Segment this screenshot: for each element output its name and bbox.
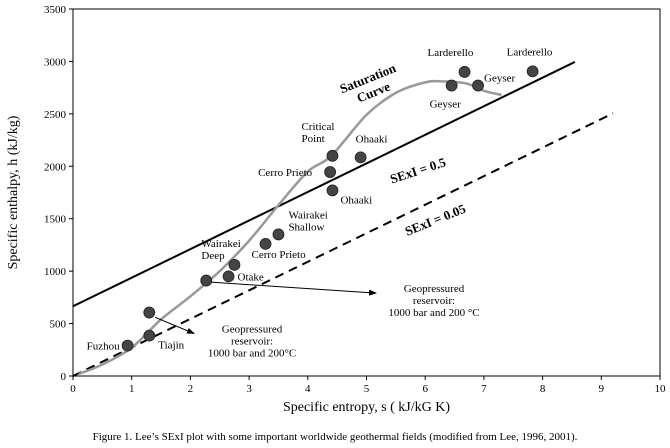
x-tick-label: 2 <box>188 383 194 395</box>
callout-arrow <box>154 316 195 334</box>
callout-annotation: Geopressured reservoir: 1000 bar and 200 °… <box>388 283 479 319</box>
x-tick-label: 9 <box>599 383 605 395</box>
annotation-line: SExI = 0.5 <box>388 154 448 186</box>
series-line-sexi-05 <box>72 61 576 308</box>
point-label: Wairakei Deep <box>201 238 240 262</box>
y-axis-title: Specific enthalpy, h (kJ/kg) <box>6 115 21 269</box>
y-tick-label: 0 <box>61 371 67 383</box>
annotation-line: reservoir: <box>231 335 273 347</box>
x-tick-label: 0 <box>70 383 76 395</box>
data-point <box>458 66 471 78</box>
x-tick-label: 8 <box>540 383 546 395</box>
point-label: Cerro Prieto <box>258 167 313 179</box>
data-point <box>445 79 458 92</box>
y-tick-label: 3000 <box>44 56 67 68</box>
figure-caption: Figure 1. Lee’s SExI plot with some impo… <box>93 431 578 443</box>
data-point <box>354 151 367 164</box>
data-point <box>143 329 156 342</box>
x-tick-label: 4 <box>305 383 311 395</box>
y-tick-label: 2500 <box>44 109 67 121</box>
point-label: Geyser <box>430 99 461 111</box>
point-label: Geyser <box>484 73 515 85</box>
data-point <box>121 339 134 352</box>
data-point <box>200 274 213 287</box>
line-annotation: SExI = 0.05 <box>403 201 469 239</box>
x-tick-label: 10 <box>655 383 667 395</box>
x-tick-label: 3 <box>246 383 252 395</box>
point-label: Fuzhou <box>87 341 121 353</box>
line-annotation: SaturationCurve <box>337 60 404 110</box>
point-label: Tiajin <box>158 340 184 352</box>
point-label: Cerro Prieto <box>252 249 307 261</box>
axis-ticks: 0 1 2 3 4 5 6 7 8 9 10 0 500 1000 1500 2000 2500 3000 3500 <box>44 4 666 395</box>
callout-annotation: Geopressured reservoir: 1000 bar and 200°C <box>208 323 296 359</box>
point-label: Ohaaki <box>356 133 388 145</box>
data-point <box>324 166 337 178</box>
data-point <box>326 149 339 162</box>
callout-arrow <box>210 281 378 296</box>
data-point <box>143 306 156 319</box>
points-layer: Fuzhou Tiajin Otake Wairakei Deep Cerro Priet… <box>87 46 553 352</box>
data-point <box>526 65 539 78</box>
point-label: Ohaaki <box>340 194 372 206</box>
annotation-line: SExI = 0.05 <box>403 201 469 239</box>
y-tick-label: 1500 <box>44 214 67 226</box>
point-label: Wairakei Shallow <box>288 209 327 233</box>
series-layer <box>72 61 614 377</box>
annotation-line: 1000 bar and 200°C <box>208 347 296 359</box>
x-tick-label: 6 <box>422 383 428 395</box>
point-label: Larderello <box>428 47 474 59</box>
x-tick-label: 5 <box>364 383 370 395</box>
y-tick-label: 500 <box>50 319 67 331</box>
annotation-line: 1000 bar and 200 °C <box>388 307 479 319</box>
y-tick-label: 1000 <box>44 266 67 278</box>
point-label: Larderello <box>507 46 553 58</box>
data-point <box>472 79 484 92</box>
annotation-line: Geopressured <box>222 323 283 335</box>
data-point <box>326 184 339 197</box>
x-tick-label: 1 <box>129 383 135 395</box>
annotation-line: reservoir: <box>413 295 455 307</box>
data-point <box>259 237 272 250</box>
data-point <box>272 228 285 241</box>
point-label: Critical Point <box>301 121 334 145</box>
x-tick-label: 7 <box>481 383 487 395</box>
series-line-sexi-005 <box>72 112 614 377</box>
x-axis-title: Specific entropy, s ( kJ/kG K) <box>283 400 450 415</box>
point-label: Otake <box>238 271 264 283</box>
annotation-line: Geopressured <box>404 283 465 295</box>
y-tick-label: 3500 <box>44 4 67 16</box>
y-tick-label: 2000 <box>44 161 67 173</box>
data-point <box>222 270 235 283</box>
line-annotation: SExI = 0.5 <box>388 154 448 186</box>
data-point <box>228 258 241 271</box>
